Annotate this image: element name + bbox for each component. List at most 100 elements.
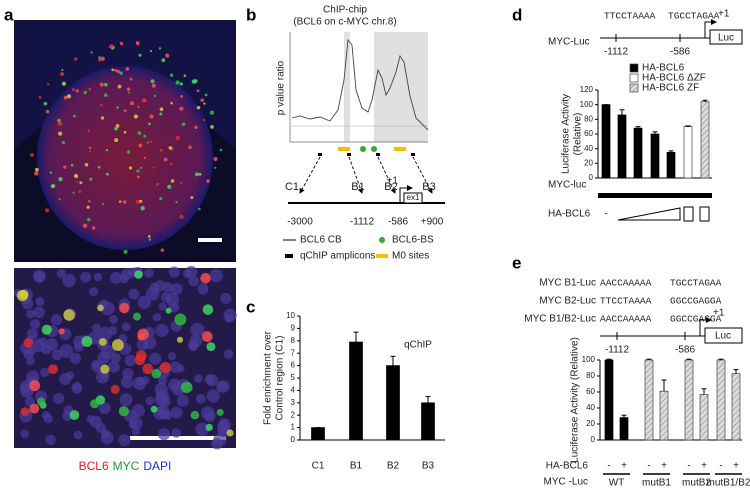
cell [151, 83, 156, 88]
cell [83, 90, 87, 95]
cell [138, 53, 142, 57]
construct-name: MYC B1-Luc [539, 278, 596, 289]
nucleus [194, 374, 203, 383]
nucleus [197, 283, 209, 295]
nucleus [195, 393, 206, 404]
y-tick-label: 100 [580, 100, 594, 109]
cell [75, 89, 79, 93]
cell [134, 354, 146, 366]
position-label: -1112 [604, 47, 629, 58]
cell [174, 313, 187, 326]
cell [59, 71, 65, 77]
cell [195, 172, 199, 177]
error-bar [621, 414, 627, 418]
cell [226, 429, 234, 437]
cell [49, 171, 52, 174]
cell [159, 107, 164, 112]
legend-swatch [629, 83, 639, 93]
bar [659, 390, 669, 441]
treatment-label: HA-BCL6 [546, 461, 589, 472]
cell [79, 181, 83, 185]
y-axis-label: (Relative) [573, 113, 584, 156]
y-tick-label: 40 [586, 403, 595, 412]
error-bar [685, 125, 691, 127]
cell [203, 102, 206, 105]
cell [101, 202, 104, 206]
cell [159, 361, 172, 374]
cell [137, 175, 140, 179]
nucleus [108, 326, 118, 336]
cell [170, 162, 173, 166]
y-tick-label: 0 [589, 173, 594, 182]
cell [72, 191, 75, 194]
cell [161, 58, 166, 63]
cell [88, 199, 91, 203]
error-bar [425, 396, 431, 403]
position-label: +900 [421, 217, 444, 228]
error-bar [661, 379, 667, 392]
legend-swatch [629, 63, 639, 73]
legend-label: M0 sites [392, 251, 429, 262]
nucleus [118, 434, 131, 447]
error-bar [652, 131, 658, 134]
error-bar [668, 150, 674, 153]
cell [160, 248, 164, 252]
nucleus [144, 268, 154, 278]
chip-track [283, 32, 445, 258]
cell [141, 98, 146, 103]
cell [103, 93, 108, 98]
cell [180, 381, 193, 394]
error-bar [353, 331, 359, 343]
cell [170, 179, 175, 183]
cell [90, 399, 100, 409]
cell [190, 410, 200, 420]
nucleus [43, 413, 53, 424]
cell [181, 122, 186, 127]
construct-name: MYC B2-Luc [539, 296, 596, 307]
treatment-level: - [604, 209, 607, 220]
cell [142, 363, 154, 375]
x-tick-label: - [687, 461, 690, 472]
nucleus [195, 422, 209, 437]
nucleus [188, 275, 199, 287]
cell [58, 328, 65, 335]
panel-label: e [512, 253, 521, 272]
cell [137, 105, 140, 109]
construct-e [600, 317, 743, 344]
cell [150, 79, 155, 84]
cell [63, 95, 68, 100]
cell [100, 116, 105, 120]
cell [202, 304, 214, 315]
cell [196, 105, 201, 110]
position-label: -1112 [350, 217, 375, 228]
y-tick-label: 10 [286, 311, 295, 320]
cell [61, 140, 66, 145]
nucleus [217, 380, 230, 393]
y-axis-label: Fold enrichment over [263, 330, 274, 425]
nucleus [168, 266, 180, 278]
cell [159, 148, 163, 152]
cell [29, 403, 40, 414]
cell [122, 200, 127, 204]
nucleus [89, 415, 102, 428]
nucleus [176, 394, 189, 407]
cell [61, 68, 64, 71]
cell [216, 408, 224, 416]
nucleus [145, 396, 155, 406]
nucleus [206, 389, 220, 403]
site-sequence: GGCCGAGGA [670, 296, 722, 307]
nucleus [158, 376, 168, 386]
nucleus [35, 296, 45, 306]
cell [72, 114, 76, 118]
error-bar [701, 388, 707, 395]
cell [61, 81, 66, 86]
cell [133, 312, 141, 321]
nucleus [33, 306, 45, 319]
cell [116, 106, 119, 109]
bar [700, 101, 710, 179]
y-tick-label: 40 [584, 144, 593, 153]
cell [51, 183, 56, 189]
exon-label: ex1 [407, 193, 420, 202]
construct-label: MYC-luc [548, 180, 586, 191]
panel-label: b [246, 5, 256, 24]
